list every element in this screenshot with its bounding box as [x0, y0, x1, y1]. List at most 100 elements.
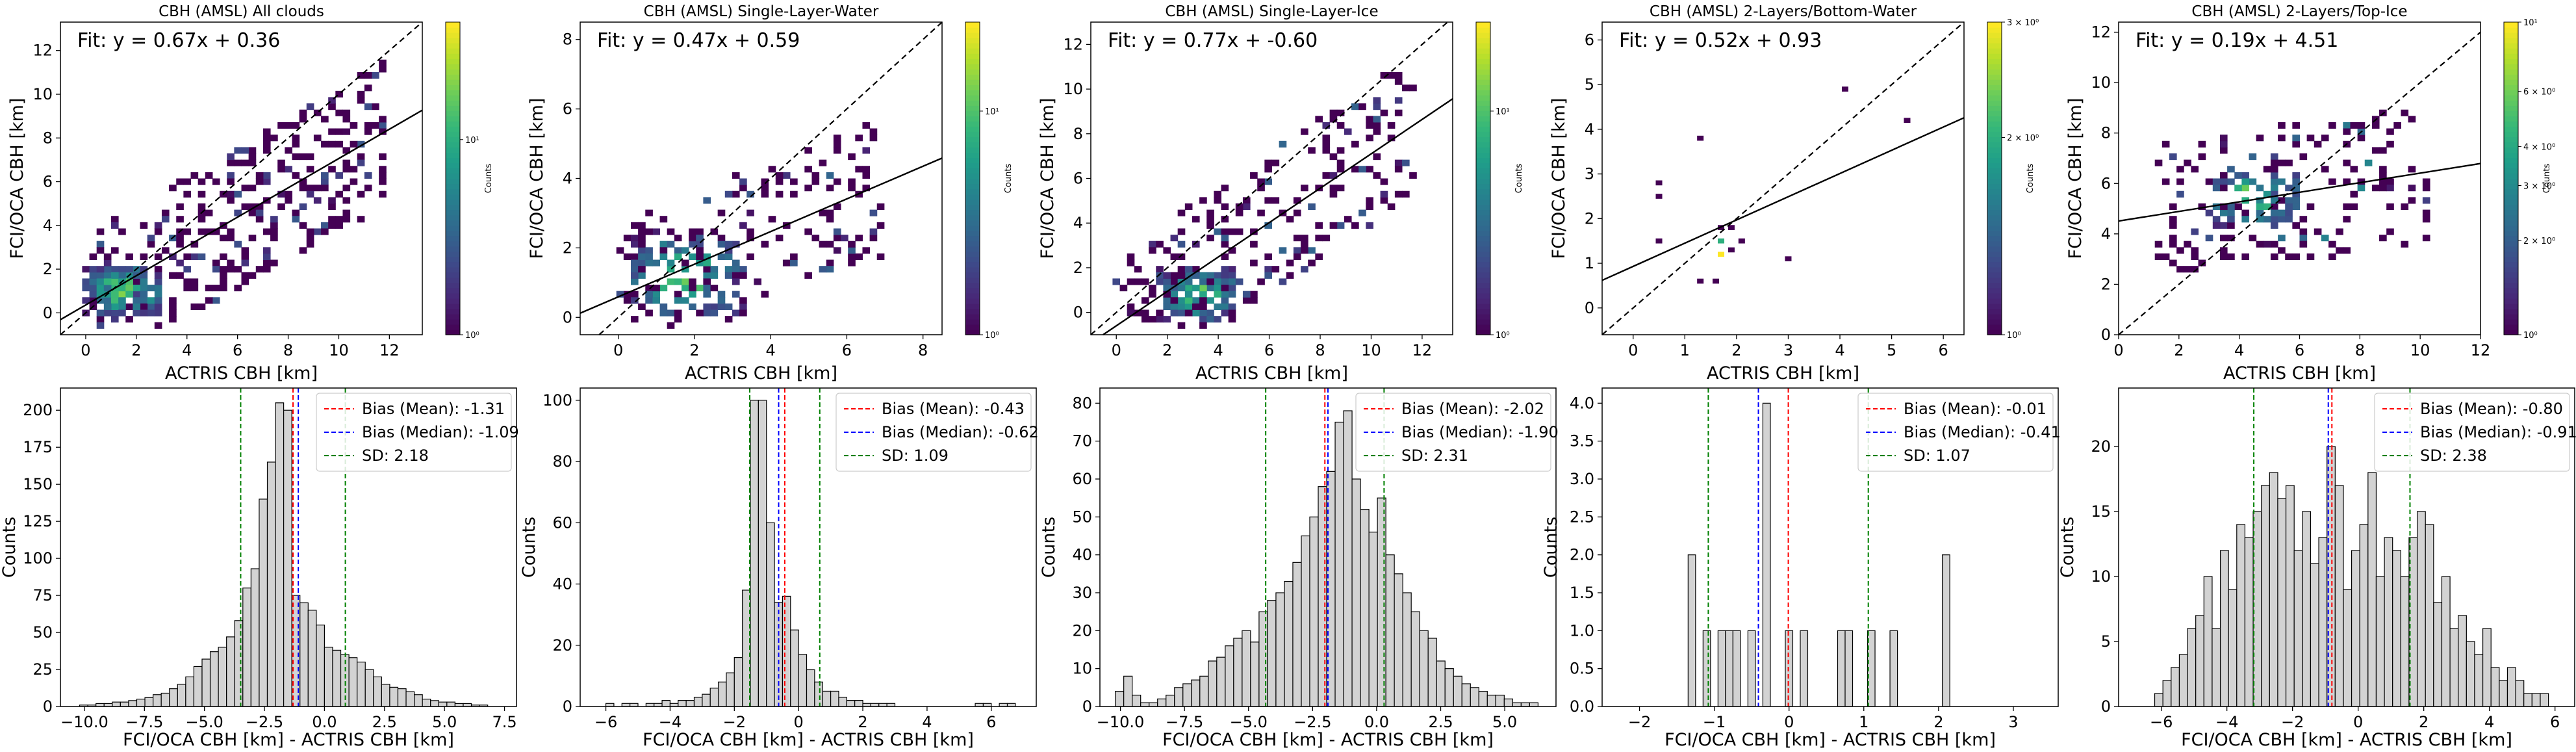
heatmap-cell	[227, 266, 235, 273]
heatmap-cell	[2278, 209, 2286, 216]
colorbar-segment	[965, 272, 980, 278]
heatmap-cell	[292, 172, 300, 179]
heatmap-cell	[2198, 203, 2206, 211]
heatmap-cell	[739, 309, 747, 317]
colorbar-segment	[1476, 251, 1490, 257]
heatmap-cell	[1394, 78, 1403, 85]
heatmap-cell	[227, 159, 235, 166]
heatmap-cell	[1163, 303, 1171, 311]
histogram-bars	[605, 400, 1016, 707]
heatmap-cell	[270, 222, 278, 229]
heatmap-cell	[819, 209, 827, 216]
colorbar-segment	[1987, 313, 2002, 320]
heatmap-cell	[118, 285, 126, 292]
colorbar-segment	[446, 251, 460, 257]
y-tick-label: 2	[43, 260, 53, 278]
heatmap-cell	[154, 285, 162, 292]
heatmap-cell	[1402, 190, 1410, 198]
heatmap-cell	[96, 240, 105, 248]
heatmap-cell	[154, 309, 162, 317]
legend-box	[316, 393, 512, 472]
x-tick-label: 6	[2550, 713, 2560, 731]
colorbar-segment	[1476, 303, 1490, 309]
heatmap-cell	[1177, 253, 1186, 261]
heatmap-cell	[630, 259, 639, 266]
histogram-bar	[846, 699, 856, 707]
heatmap-cell	[169, 185, 177, 192]
heatmap-cell	[689, 278, 696, 285]
colorbar-segment	[1987, 298, 2002, 304]
heatmap-cell	[248, 153, 257, 161]
colorbar-segment	[2504, 303, 2518, 309]
colorbar-segment	[2504, 188, 2518, 195]
colorbar-segment	[1476, 173, 1490, 179]
x-tick-label: −2	[1628, 713, 1651, 731]
heatmap-cell	[2401, 240, 2409, 248]
heatmap-cell	[1380, 109, 1388, 116]
heatmap-cell	[826, 240, 834, 248]
heatmap-cell	[1127, 278, 1135, 285]
heatmap-cell	[262, 259, 271, 266]
x-tick-label: 10	[1361, 341, 1381, 359]
heatmap-cell	[739, 297, 747, 304]
histogram-bar	[806, 669, 815, 707]
legend-entry: SD: 2.18	[362, 447, 429, 465]
heatmap-cell	[1336, 185, 1345, 192]
colorbar-segment	[1476, 100, 1490, 106]
heatmap-cell	[790, 253, 798, 261]
heatmap-cell	[1257, 185, 1265, 192]
heatmap-cell	[2162, 253, 2170, 261]
heatmap-cell	[739, 178, 747, 185]
heatmap-cell	[262, 147, 271, 154]
colorbar-segment	[965, 100, 980, 106]
heatmap-cell	[811, 172, 820, 179]
heatmap-cell	[689, 303, 696, 311]
heatmap-cell	[2292, 253, 2300, 261]
heatmap-cell	[630, 297, 639, 304]
heatmap-cell	[2328, 253, 2336, 261]
colorbar-segment	[446, 303, 460, 309]
y-axis-label: FCI/OCA CBH [km]	[527, 98, 547, 259]
heatmap-cell	[2292, 178, 2300, 185]
heatmap-cell	[299, 247, 307, 254]
heatmap-cell	[1221, 278, 1229, 285]
colorbar-segment	[2504, 256, 2518, 263]
heatmap-cell	[1242, 291, 1251, 298]
heatmap-cell	[1329, 222, 1338, 229]
heatmap-cell	[350, 122, 358, 129]
histogram-panel: −10.0 −7.5 −5.0 −2.5 0.0 2.5 5.0 7.502550751001…	[0, 387, 519, 750]
heatmap-cell	[1409, 172, 1417, 179]
heatmap-cell	[183, 190, 192, 198]
colorbar-segment	[965, 313, 980, 320]
x-tick-label: 0	[81, 341, 90, 359]
heatmap-cell	[103, 253, 112, 261]
heatmap-cell	[140, 297, 148, 304]
colorbar-segment	[2504, 313, 2518, 320]
heatmap-cell	[2364, 159, 2373, 166]
heatmap-cell	[1315, 222, 1323, 229]
heatmap-cell	[262, 135, 271, 142]
heatmap-cell	[1409, 84, 1417, 92]
y-tick-label: 15	[2091, 502, 2111, 521]
colorbar-segment	[1987, 58, 2002, 64]
heatmap-cell	[1170, 253, 1179, 261]
heatmap-cell	[1373, 153, 1381, 161]
heatmap-cell	[1293, 209, 1301, 216]
colorbar-segment	[1987, 43, 2002, 49]
colorbar-segment	[2504, 308, 2518, 315]
colorbar-segment	[1476, 287, 1490, 294]
heatmap-cell	[790, 190, 798, 198]
heatmap-cell	[2219, 172, 2228, 179]
colorbar-segment	[965, 194, 980, 200]
heatmap-cell	[140, 303, 148, 311]
histogram-bar	[234, 620, 244, 707]
histogram-bar	[1529, 702, 1538, 707]
heatmap-cell	[255, 216, 264, 223]
histogram-bar	[209, 651, 219, 707]
heatmap-cell	[241, 185, 249, 192]
heatmap-cell	[212, 297, 220, 304]
heatmap-cell	[1242, 297, 1251, 304]
heatmap-cell	[1206, 272, 1214, 279]
heatmap-cell	[1192, 266, 1200, 273]
